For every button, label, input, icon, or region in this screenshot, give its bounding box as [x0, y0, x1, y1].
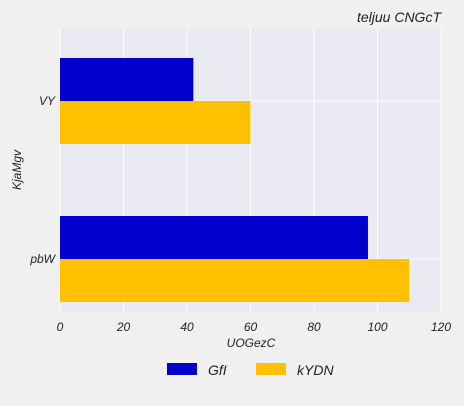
- y-tick-label: pbW: [29, 252, 56, 266]
- legend-label-gfi: GfI: [208, 362, 227, 378]
- bar-kydn-vy: [60, 101, 251, 144]
- y-tick-labels: VY pbW: [29, 94, 56, 266]
- bar-gfi-pbw: [60, 216, 368, 259]
- legend-label-kydn: kYDN: [297, 362, 334, 378]
- x-tick-label: 0: [57, 320, 64, 334]
- bars: [60, 58, 410, 302]
- y-tick-label: VY: [39, 94, 56, 108]
- x-tick-label: 40: [180, 320, 194, 334]
- x-tick-label: 100: [367, 320, 387, 334]
- x-tick-label: 60: [244, 320, 258, 334]
- x-axis-label: UOGezC: [227, 336, 276, 350]
- x-tick-label: 20: [116, 320, 131, 334]
- legend-swatch-gfi: [167, 363, 197, 375]
- y-axis-label: KjaMgv: [10, 149, 24, 190]
- bar-gfi-vy: [60, 58, 194, 101]
- x-tick-label: 80: [307, 320, 321, 334]
- legend-swatch-kydn: [256, 363, 286, 375]
- chart-title: teljuu CNGcT: [357, 9, 442, 25]
- legend: GfI kYDN: [167, 362, 334, 378]
- x-tick-label: 120: [431, 320, 451, 334]
- bar-kydn-pbw: [60, 259, 410, 302]
- x-tick-labels: 0 20 40 60 80 100 120: [57, 320, 452, 334]
